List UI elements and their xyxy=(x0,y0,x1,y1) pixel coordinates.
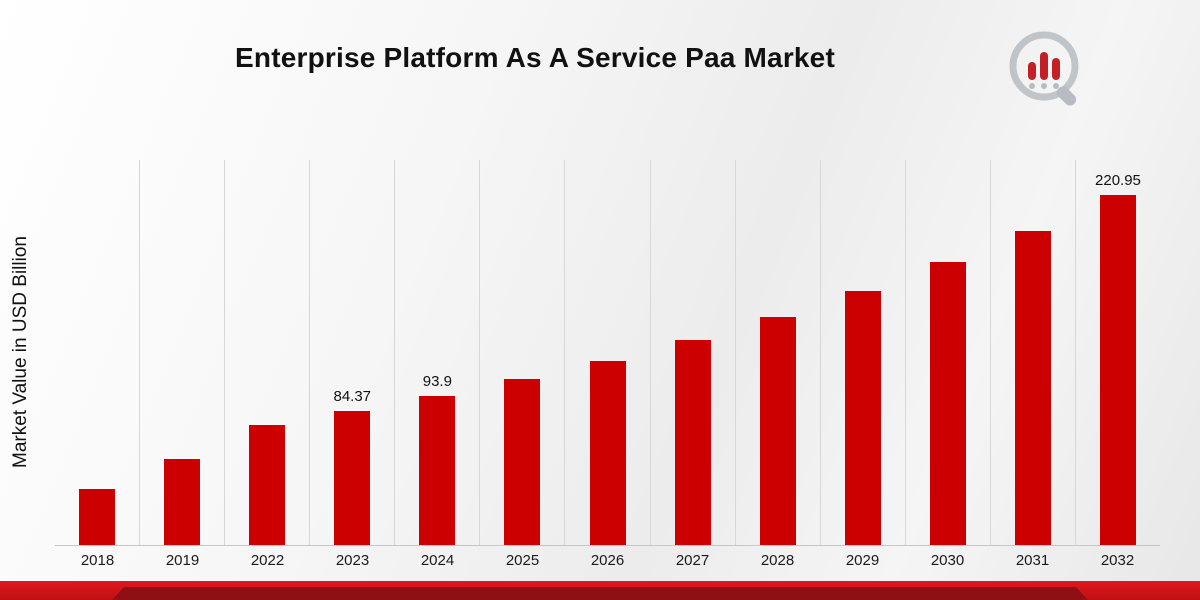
plot-column-2024: 93.9 xyxy=(395,160,481,545)
x-tick-label-2027: 2027 xyxy=(675,552,710,569)
bar-value-label-2023: 84.37 xyxy=(333,388,372,406)
x-tick-label-2028: 2028 xyxy=(760,552,795,569)
x-tick-label-2025: 2025 xyxy=(505,552,540,569)
plot-column-2032: 220.95 xyxy=(1076,160,1160,545)
x-tick-label-2022: 2022 xyxy=(250,552,285,569)
plot-column-2029 xyxy=(821,160,906,545)
x-tick-label-2019: 2019 xyxy=(165,552,200,569)
x-tick-label-2018: 2018 xyxy=(80,552,115,569)
bar-2026 xyxy=(589,360,626,545)
plot-column-2018 xyxy=(55,160,141,545)
plot-column-2030 xyxy=(906,160,991,545)
plot-column-2025 xyxy=(480,160,566,545)
plot-area: 84.37 93.9 220.95 xyxy=(55,160,1160,546)
plot-column-2022 xyxy=(225,160,311,545)
x-tick-label-2031: 2031 xyxy=(1015,552,1050,569)
x-tick-label-2030: 2030 xyxy=(930,552,965,569)
bar-2022 xyxy=(249,424,286,545)
bottom-ribbon-dark-band xyxy=(112,587,1088,600)
plot-column-2031 xyxy=(991,160,1076,545)
bar-2028 xyxy=(759,316,796,545)
bar-2018 xyxy=(79,488,116,545)
plot-column-2023: 84.37 xyxy=(310,160,396,545)
x-tick-label-2024: 2024 xyxy=(420,552,455,569)
bar-2024 xyxy=(419,396,456,545)
x-tick-label-2029: 2029 xyxy=(845,552,880,569)
plot-column-2027 xyxy=(651,160,736,545)
bar-2023 xyxy=(334,411,371,545)
y-axis-label: Market Value in USD Billion xyxy=(10,236,31,469)
brand-logo-icon xyxy=(1009,31,1079,106)
x-tick-label-2023: 2023 xyxy=(335,552,370,569)
bar-value-label-2032: 220.95 xyxy=(1095,171,1141,189)
bar-2032 xyxy=(1099,194,1136,545)
bar-value-label-2024: 93.9 xyxy=(422,373,452,391)
bar-2029 xyxy=(844,291,881,545)
bar-2031 xyxy=(1014,230,1051,545)
plot-column-2026 xyxy=(565,160,651,545)
x-tick-label-2026: 2026 xyxy=(590,552,625,569)
bar-2019 xyxy=(164,458,201,545)
bar-2025 xyxy=(504,379,541,545)
bar-2027 xyxy=(674,339,711,545)
plot-column-2028 xyxy=(736,160,821,545)
x-axis: 2018 2019 2022 2023 2024 2025 2026 2027 2028 2029… xyxy=(55,552,1160,569)
bar-2030 xyxy=(929,262,966,545)
bottom-ribbon xyxy=(0,581,1200,600)
chart-title: Enterprise Platform As A Service Paa Mar… xyxy=(235,42,835,73)
plot-column-2019 xyxy=(140,160,226,545)
x-tick-label-2032: 2032 xyxy=(1100,552,1135,569)
